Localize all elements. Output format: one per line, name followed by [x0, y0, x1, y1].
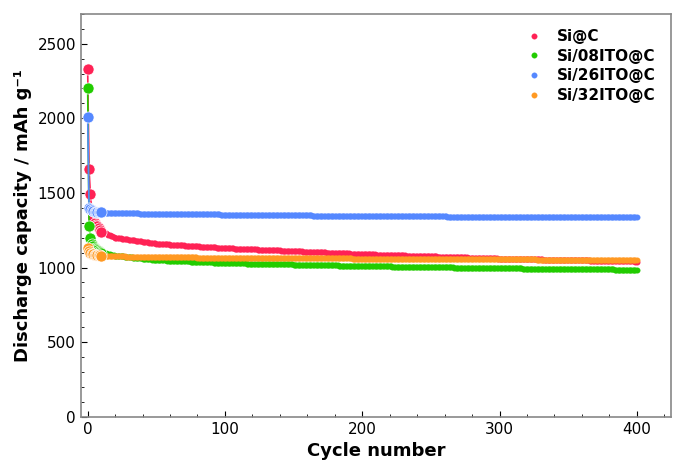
Si/26ITO@C — [539, 214, 547, 219]
Si/08ITO@C — [477, 265, 486, 271]
Line: Si/08ITO@C: Si/08ITO@C — [100, 250, 640, 273]
Si/26ITO@C — [457, 214, 465, 219]
Si/26ITO@C — [495, 214, 503, 219]
Si@C — [162, 241, 170, 247]
Si/26ITO@C — [477, 214, 486, 219]
Si/26ITO@C — [633, 214, 641, 219]
Si@C — [457, 255, 465, 260]
Si/32ITO@C — [498, 256, 506, 262]
Line: Si/32ITO@C: Si/32ITO@C — [100, 253, 640, 263]
Si/08ITO@C — [633, 267, 641, 273]
Si@C — [633, 259, 641, 264]
Si@C — [510, 256, 519, 262]
Y-axis label: Discharge capacity / mAh g⁻¹: Discharge capacity / mAh g⁻¹ — [14, 69, 32, 362]
Si@C — [498, 256, 506, 262]
Si/08ITO@C — [498, 265, 506, 271]
Line: Si@C: Si@C — [100, 229, 640, 264]
Si/26ITO@C — [499, 214, 508, 219]
Legend: Si@C, Si/08ITO@C, Si/26ITO@C, Si/32ITO@C: Si@C, Si/08ITO@C, Si/26ITO@C, Si/32ITO@C — [511, 21, 664, 110]
Si@C — [538, 256, 546, 262]
Si/32ITO@C — [538, 257, 546, 263]
Si@C — [99, 229, 107, 235]
X-axis label: Cycle number: Cycle number — [307, 442, 445, 460]
Si/08ITO@C — [162, 258, 170, 264]
Si@C — [477, 255, 486, 261]
Si/08ITO@C — [538, 266, 546, 272]
Si/32ITO@C — [510, 256, 519, 262]
Si/08ITO@C — [99, 250, 107, 256]
Si/26ITO@C — [162, 211, 170, 217]
Si/32ITO@C — [633, 257, 641, 263]
Si/26ITO@C — [99, 210, 107, 215]
Si/26ITO@C — [512, 214, 520, 219]
Si/32ITO@C — [99, 253, 107, 258]
Si/32ITO@C — [457, 256, 465, 262]
Si/32ITO@C — [162, 255, 170, 260]
Si/08ITO@C — [457, 265, 465, 271]
Si/08ITO@C — [510, 265, 519, 271]
Si/32ITO@C — [477, 256, 486, 262]
Line: Si/26ITO@C: Si/26ITO@C — [100, 210, 640, 219]
